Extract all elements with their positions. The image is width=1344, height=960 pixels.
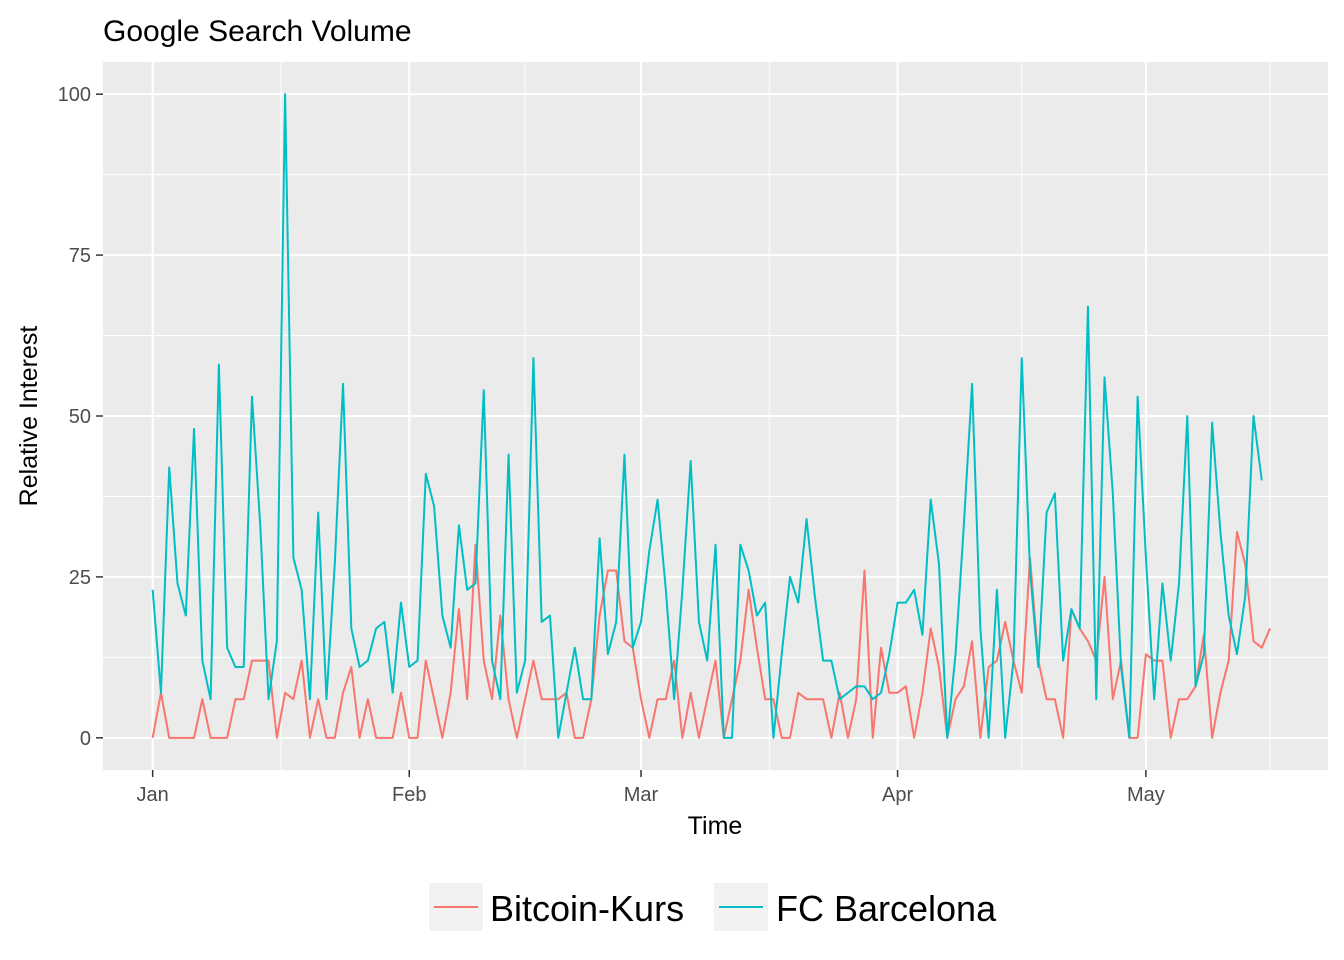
legend-label-fc-barcelona: FC Barcelona	[776, 888, 997, 929]
legend-label-bitcoin-kurs: Bitcoin-Kurs	[490, 888, 684, 929]
legend: Bitcoin-Kurs FC Barcelona	[429, 883, 997, 931]
x-tick-label: May	[1127, 784, 1165, 806]
series-line-bitcoin-kurs	[151, 530, 1271, 739]
x-axis-title: Time	[688, 812, 743, 840]
legend-item-bitcoin-kurs: Bitcoin-Kurs	[429, 883, 684, 931]
y-axis-title: Relative Interest	[15, 326, 43, 507]
x-tick-label: Apr	[882, 784, 913, 806]
x-tick-label: Mar	[624, 784, 659, 806]
y-tick-label: 25	[69, 567, 91, 589]
x-tick-label: Feb	[392, 784, 426, 806]
x-tick-label: Jan	[137, 784, 169, 806]
y-axis: 0 25 50 75 100	[58, 84, 103, 750]
y-tick-label: 75	[69, 245, 91, 267]
series-lines	[151, 93, 1271, 739]
y-tick-label: 0	[80, 728, 91, 750]
y-tick-label: 50	[69, 406, 91, 428]
legend-item-fc-barcelona: FC Barcelona	[714, 883, 997, 931]
y-tick-label: 100	[58, 84, 91, 106]
major-gridlines	[103, 62, 1328, 770]
chart-title: Google Search Volume	[103, 15, 412, 48]
x-axis: Jan Feb Mar Apr May	[137, 770, 1165, 806]
series-line-fc-barcelona	[151, 93, 1263, 739]
